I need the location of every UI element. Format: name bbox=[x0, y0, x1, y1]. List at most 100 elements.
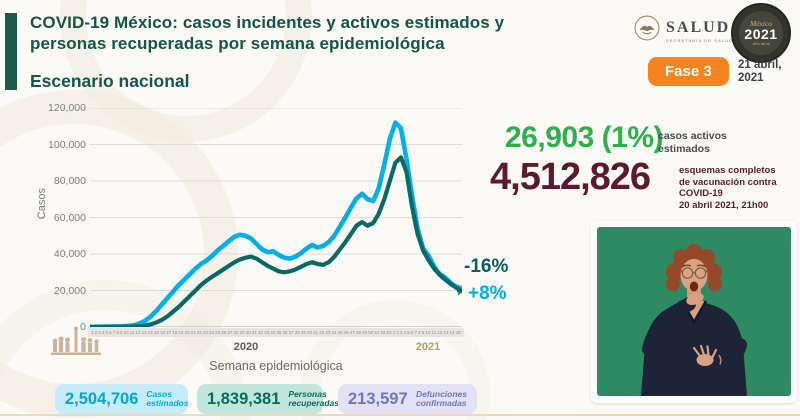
y-tick-label: 40,000 bbox=[53, 248, 86, 260]
recovered-label: Personas recuperadas bbox=[288, 388, 339, 408]
salud-logo-subtext: SECRETARÍA DE SALUD bbox=[666, 37, 734, 43]
y-tick-label: 100,000 bbox=[48, 138, 86, 151]
week-tick: 38 bbox=[294, 330, 300, 335]
week-tick: 6 bbox=[410, 330, 414, 335]
week-tick: 5 bbox=[407, 330, 410, 335]
week-tick: 51 bbox=[374, 330, 380, 335]
week-tick: 11 bbox=[129, 330, 135, 335]
week-tick: 43 bbox=[325, 330, 331, 335]
week-tick: 12 bbox=[135, 330, 141, 335]
week-tick: 13 bbox=[141, 330, 147, 335]
week-tick: 16 bbox=[160, 330, 166, 335]
stat-pill-deaths: 213,597 Defunciones confirmadas bbox=[338, 384, 477, 414]
y-tick-label: 60,000 bbox=[53, 211, 86, 224]
week-tick: 46 bbox=[343, 330, 349, 335]
week-tick: 2 bbox=[94, 330, 98, 335]
estimated-cases-label: Casos estimados bbox=[146, 388, 189, 408]
week-tick: 10 bbox=[425, 330, 431, 335]
week-tick: 24 bbox=[209, 330, 215, 335]
week-tick: 47 bbox=[349, 330, 355, 335]
week-tick: 45 bbox=[337, 330, 343, 335]
week-tick: 31 bbox=[251, 330, 257, 335]
week-tick: 37 bbox=[288, 330, 294, 335]
title-accent-bar bbox=[5, 13, 17, 90]
salud-logo: SALUD SECRETARÍA DE SALUD bbox=[634, 15, 733, 46]
week-tick: 29 bbox=[239, 330, 245, 335]
week-tick: 21 bbox=[190, 330, 196, 335]
salud-eagle-icon bbox=[634, 15, 660, 46]
week-tick: 30 bbox=[245, 330, 251, 335]
week-tick: 26 bbox=[221, 330, 227, 335]
x-axis-title: Semana epidemiológica bbox=[209, 359, 343, 373]
x-axis-year-2020: 2020 bbox=[233, 341, 259, 353]
x-axis-year-2021: 2021 bbox=[415, 341, 441, 353]
week-tick: 49 bbox=[362, 330, 368, 335]
week-tick: 1 bbox=[91, 330, 94, 335]
week-tick: 2 bbox=[396, 330, 399, 335]
week-tick: 5 bbox=[105, 330, 109, 335]
week-tick: 9 bbox=[120, 330, 123, 335]
week-tick: 17 bbox=[166, 330, 172, 335]
week-tick: 12 bbox=[437, 330, 443, 335]
date-label: 21 abril, 2021 bbox=[738, 59, 782, 84]
week-tick: 39 bbox=[300, 330, 306, 335]
week-tick: 6 bbox=[109, 330, 112, 335]
y-tick-label: 20,000 bbox=[53, 284, 86, 297]
week-tick: 11 bbox=[431, 330, 437, 335]
trend-annotation-recovered: -16% bbox=[464, 256, 509, 277]
active-cases-value: 26,903 (1%) bbox=[505, 121, 663, 154]
week-tick: 13 bbox=[443, 330, 449, 335]
bicentennial-heroes-watermark-icon bbox=[50, 326, 102, 367]
estimated-cases-value: 2,504,706 bbox=[65, 389, 139, 408]
mexico-logo-word: México bbox=[749, 18, 773, 28]
y-tick-label: 80,000 bbox=[53, 175, 86, 187]
week-tick: 53 bbox=[386, 330, 392, 335]
week-tick: 40 bbox=[307, 330, 313, 335]
salud-logo-text: SALUD bbox=[666, 18, 731, 36]
week-tick: 28 bbox=[233, 330, 239, 335]
week-tick: 19 bbox=[178, 330, 184, 335]
stat-pill-recovered: 1,839,381 Personas recuperadas bbox=[197, 384, 339, 414]
week-tick: 3 bbox=[400, 330, 403, 335]
recovered-value: 1,839,381 bbox=[207, 389, 281, 408]
vaccination-label: esquemas completos de vacunación contra … bbox=[679, 165, 777, 211]
deaths-value: 213,597 bbox=[348, 389, 408, 408]
sign-language-interpreter-video bbox=[591, 221, 797, 403]
week-tick: 9 bbox=[421, 330, 425, 335]
week-tick: 7 bbox=[112, 330, 116, 335]
vaccination-value: 4,512,826 bbox=[490, 156, 651, 198]
week-tick: 35 bbox=[276, 330, 282, 335]
week-tick: 48 bbox=[356, 330, 362, 335]
y-tick-label: 0 bbox=[80, 321, 86, 333]
mexico-2021-logo-center: México 2021 Año de la bbox=[739, 11, 783, 55]
interpreter-glasses bbox=[680, 267, 708, 279]
x-axis-week-ticks: 1 2 3 4 5 6 7 8 9 10 11 12 13 14 15 16 17 18 19 20 21 22 23 24 2… bbox=[88, 328, 464, 337]
y-axis-tick-labels: 120,000 100,000 80,000 60,000 40,000 20,000 0 bbox=[20, 101, 86, 334]
week-tick: 44 bbox=[331, 330, 337, 335]
mexico-logo-year: 2021 bbox=[744, 26, 778, 43]
page-title: COVID-19 México: casos incidentes y acti… bbox=[30, 13, 505, 53]
week-tick: 20 bbox=[184, 330, 190, 335]
deaths-label: Defunciones confirmadas bbox=[415, 388, 467, 408]
page-subtitle: Escenario nacional bbox=[30, 71, 190, 91]
week-tick: 14 bbox=[449, 330, 455, 335]
week-tick: 22 bbox=[196, 330, 202, 335]
week-tick: 15 bbox=[455, 330, 461, 335]
week-tick: 8 bbox=[418, 330, 421, 335]
week-tick: 10 bbox=[123, 330, 129, 335]
active-cases-label: casos activos estimados bbox=[658, 130, 727, 155]
week-tick: 23 bbox=[202, 330, 208, 335]
interpreter-hand bbox=[692, 344, 718, 366]
week-tick: 41 bbox=[313, 330, 319, 335]
mexico-logo-subtext: Año de la bbox=[752, 41, 770, 47]
stat-pill-estimated-cases: 2,504,706 Casos estimados bbox=[55, 384, 188, 414]
week-tick: 15 bbox=[153, 330, 159, 335]
week-tick: 18 bbox=[172, 330, 178, 335]
week-tick: 52 bbox=[380, 330, 386, 335]
y-tick-label: 120,000 bbox=[48, 102, 86, 114]
week-tick: 7 bbox=[414, 330, 418, 335]
week-tick: 4 bbox=[403, 330, 407, 335]
line-chart-plot-area bbox=[87, 107, 465, 330]
week-tick: 33 bbox=[264, 330, 270, 335]
